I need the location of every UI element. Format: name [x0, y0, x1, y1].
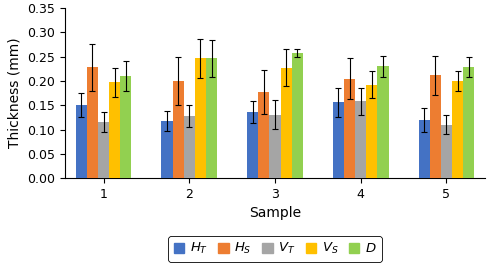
- Bar: [247, 112, 258, 178]
- Bar: [333, 102, 344, 178]
- Bar: [441, 125, 452, 178]
- Bar: [120, 76, 132, 178]
- Bar: [430, 75, 441, 178]
- Legend: $H_T$, $H_S$, $V_T$, $V_S$, $D$: $H_T$, $H_S$, $V_T$, $V_S$, $D$: [168, 236, 382, 261]
- Bar: [378, 66, 388, 178]
- Y-axis label: Thickness (mm): Thickness (mm): [8, 38, 22, 148]
- Bar: [162, 121, 172, 178]
- Bar: [366, 85, 378, 178]
- Bar: [258, 92, 270, 178]
- Bar: [355, 101, 366, 178]
- Bar: [172, 81, 184, 178]
- Bar: [195, 58, 206, 178]
- X-axis label: Sample: Sample: [249, 206, 301, 221]
- Bar: [109, 82, 120, 178]
- Bar: [292, 53, 303, 178]
- Bar: [206, 58, 217, 178]
- Bar: [463, 67, 474, 178]
- Bar: [280, 68, 291, 178]
- Bar: [452, 81, 463, 178]
- Bar: [87, 67, 98, 178]
- Bar: [270, 114, 280, 178]
- Bar: [418, 120, 430, 178]
- Bar: [344, 78, 355, 178]
- Bar: [76, 105, 87, 178]
- Bar: [184, 116, 195, 178]
- Bar: [98, 122, 109, 178]
